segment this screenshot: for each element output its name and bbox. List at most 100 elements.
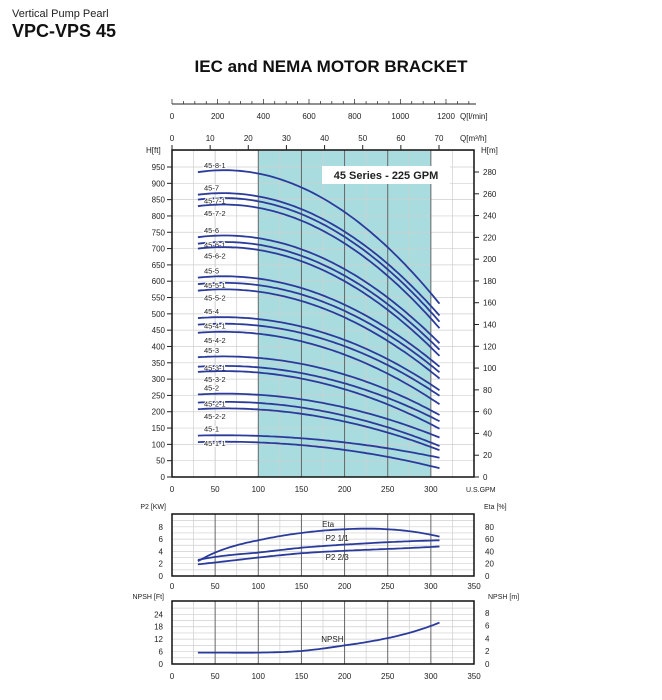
head-curve-45-2 bbox=[197, 392, 440, 439]
curve-label: 45-4-1 bbox=[204, 322, 226, 331]
x-tick-label: 250 bbox=[381, 582, 395, 591]
series-title: 45 Series - 225 GPM bbox=[334, 170, 439, 182]
y-tick-label: 800 bbox=[152, 212, 166, 221]
head-curve-45-6-1 bbox=[197, 241, 441, 351]
curve-label: 45-5-2 bbox=[204, 294, 226, 303]
m3h-tick-label: 40 bbox=[320, 134, 329, 143]
y-tick-label: 24 bbox=[154, 610, 163, 619]
curve-label: 45-4 bbox=[204, 307, 219, 316]
m3h-tick-label: 20 bbox=[244, 134, 253, 143]
lpm-tick-label: 1200 bbox=[437, 112, 455, 121]
head-curve-45-5 bbox=[197, 275, 441, 368]
x-tick-label: 100 bbox=[252, 485, 266, 494]
x-tick-label: 250 bbox=[381, 485, 395, 494]
lpm-axis-label: Q[l/min] bbox=[460, 112, 488, 121]
y-tick-label: 750 bbox=[152, 228, 166, 237]
head-curve-45-6 bbox=[197, 234, 441, 344]
curve-label: 45-8-1 bbox=[204, 161, 226, 170]
m3h-tick-label: 0 bbox=[170, 134, 175, 143]
y-axis-label: P2 [KW] bbox=[140, 504, 166, 511]
x-tick-label: 350 bbox=[467, 582, 481, 591]
y-tick-label: 500 bbox=[152, 310, 166, 319]
y-right-tick-label: 0 bbox=[485, 572, 490, 581]
curve-label: 45-1 bbox=[204, 425, 219, 434]
curve-Eta bbox=[197, 527, 440, 562]
y-tick-label: 50 bbox=[156, 457, 165, 466]
npsh-curve bbox=[197, 621, 440, 654]
x-tick-label: 300 bbox=[424, 582, 438, 591]
x-tick-label: 50 bbox=[211, 672, 220, 681]
x-tick-label: 250 bbox=[381, 672, 395, 681]
y-tick-label: 18 bbox=[154, 623, 163, 632]
m3h-axis-label: Q[m³/h] bbox=[460, 134, 487, 143]
y-right-tick-label: 260 bbox=[483, 190, 497, 199]
y-tick-label: 6 bbox=[159, 648, 164, 657]
subtitle: Vertical Pump Pearl bbox=[12, 8, 109, 20]
y-right-tick-label: 60 bbox=[485, 535, 494, 544]
curve-label: 45-7-1 bbox=[204, 197, 226, 206]
y-right-axis-label: Eta [%] bbox=[484, 504, 507, 511]
plot-frame bbox=[171, 513, 475, 577]
m3h-tick-label: 30 bbox=[282, 134, 291, 143]
y-right-tick-label: 180 bbox=[483, 277, 497, 286]
y-right-tick-label: 20 bbox=[485, 560, 494, 569]
series-label: P2 2/3 bbox=[326, 553, 350, 562]
y-right-tick-label: 220 bbox=[483, 233, 497, 242]
curve-label: 45-2-1 bbox=[204, 400, 226, 409]
lpm-tick-label: 600 bbox=[302, 112, 316, 121]
y-tick-label: 2 bbox=[159, 560, 164, 569]
y-tick-label: 200 bbox=[152, 408, 166, 417]
y-tick-label: 250 bbox=[152, 391, 166, 400]
model-name: VPC-VPS 45 bbox=[12, 21, 117, 41]
m3h-tick-label: 10 bbox=[206, 134, 215, 143]
x-tick-label: 200 bbox=[338, 672, 352, 681]
head-curve-45-6-2 bbox=[197, 246, 441, 357]
y-tick-label: 8 bbox=[159, 523, 164, 532]
lpm-tick-label: 400 bbox=[257, 112, 271, 121]
x-tick-label: 300 bbox=[424, 672, 438, 681]
lpm-tick-label: 1000 bbox=[391, 112, 409, 121]
lpm-tick-label: 0 bbox=[170, 112, 175, 121]
y-tick-label: 0 bbox=[159, 572, 164, 581]
y-right-tick-label: 4 bbox=[485, 634, 490, 643]
head-curve-45-5-2 bbox=[197, 288, 441, 380]
head-curve-45-1-1 bbox=[197, 440, 440, 470]
head-curve-45-8-1 bbox=[197, 169, 441, 305]
y-tick-label: 6 bbox=[159, 535, 164, 544]
page-title: IEC and NEMA MOTOR BRACKET bbox=[194, 57, 468, 76]
y-right-tick-label: 200 bbox=[483, 255, 497, 264]
series-label: NPSH bbox=[321, 635, 343, 644]
y-tick-label: 700 bbox=[152, 245, 166, 254]
y-right-axis-label: NPSH [m] bbox=[488, 594, 519, 601]
curve-label: 45-2-2 bbox=[204, 412, 226, 421]
y-tick-label: 12 bbox=[154, 635, 163, 644]
x-tick-label: 100 bbox=[252, 672, 266, 681]
curve-label: 45-6 bbox=[204, 226, 219, 235]
series-label: Eta bbox=[322, 520, 335, 529]
x-tick-label: 200 bbox=[338, 582, 352, 591]
y-tick-label: 450 bbox=[152, 326, 166, 335]
m3h-tick-label: 60 bbox=[396, 134, 405, 143]
head-curve-45-3 bbox=[197, 355, 440, 416]
y-right-tick-label: 140 bbox=[483, 321, 497, 330]
y-tick-label: 350 bbox=[152, 359, 166, 368]
x-tick-label: 150 bbox=[295, 582, 309, 591]
y-tick-label: 550 bbox=[152, 294, 166, 303]
lpm-tick-label: 800 bbox=[348, 112, 362, 121]
head-curve-45-4 bbox=[197, 316, 440, 391]
y-right-tick-label: 240 bbox=[483, 212, 497, 221]
y-tick-label: 950 bbox=[152, 163, 166, 172]
y-right-tick-label: 80 bbox=[485, 523, 494, 532]
curve-label: 45-4-2 bbox=[204, 336, 226, 345]
x-tick-label: 0 bbox=[170, 485, 175, 494]
y-tick-label: 0 bbox=[159, 660, 164, 669]
y-tick-label: 300 bbox=[152, 375, 166, 384]
x-tick-label: 0 bbox=[170, 582, 175, 591]
head-curve-45-7-2 bbox=[197, 203, 441, 329]
head-curve-45-4-2 bbox=[197, 330, 440, 405]
lpm-tick-label: 200 bbox=[211, 112, 225, 121]
head-curve-45-7-1 bbox=[197, 197, 441, 323]
curve-label: 45-6-1 bbox=[204, 241, 226, 250]
y-right-tick-label: 0 bbox=[485, 660, 490, 669]
